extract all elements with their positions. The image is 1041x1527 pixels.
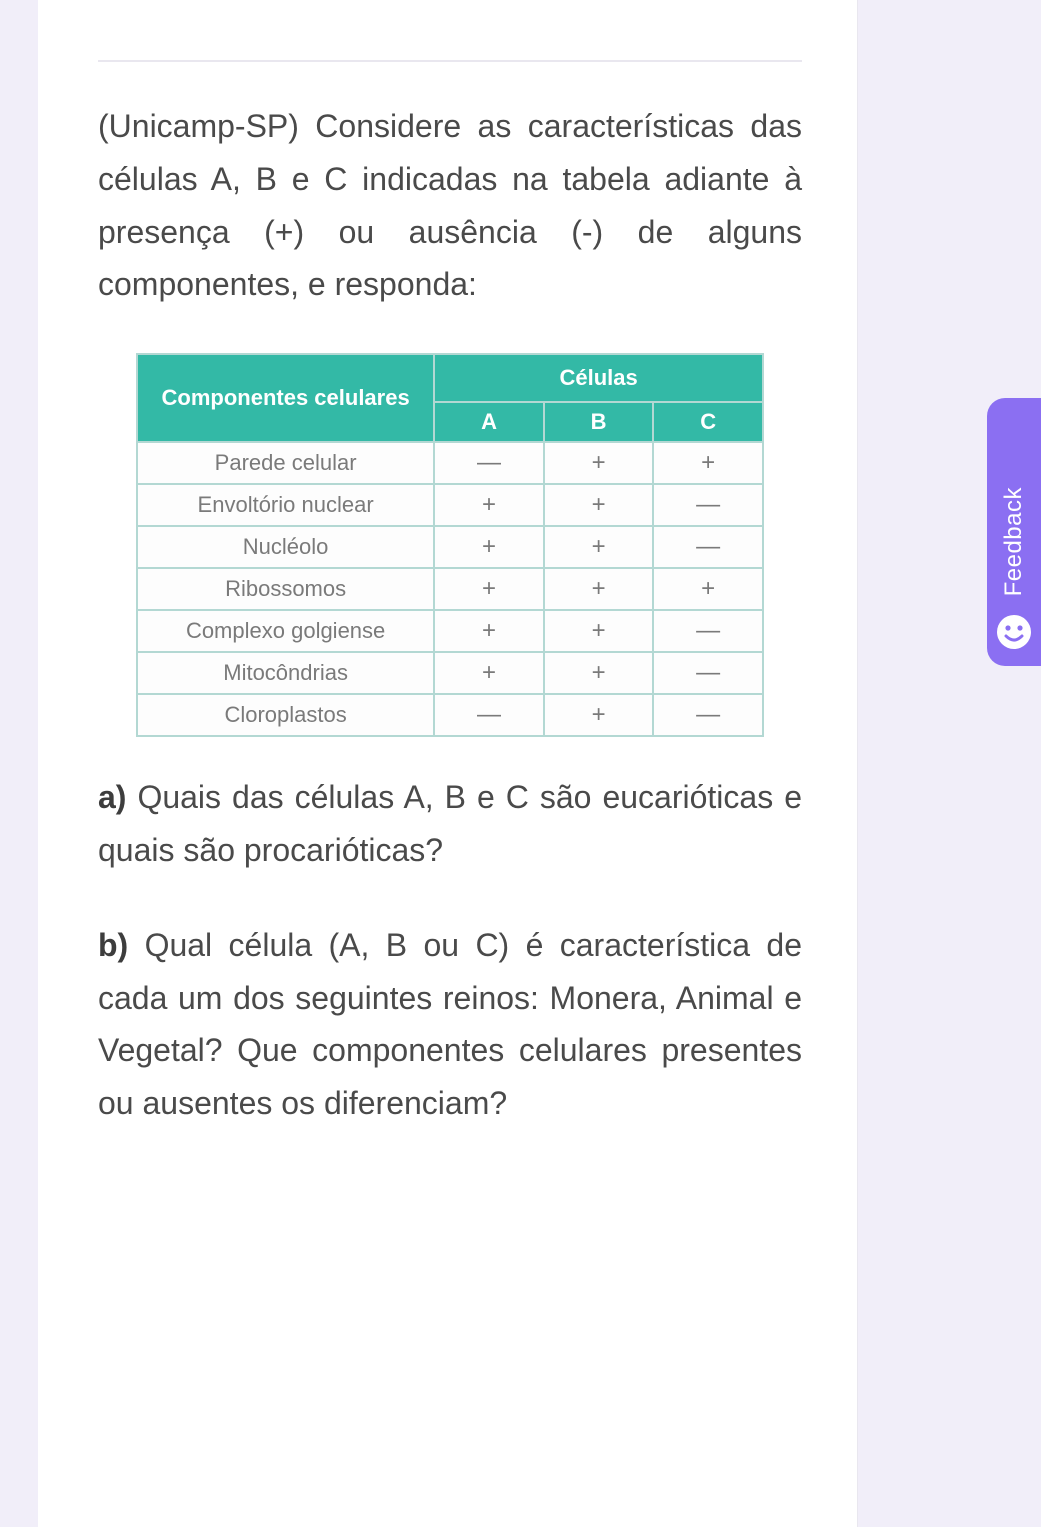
- smiley-icon: [996, 614, 1032, 650]
- row-label: Envoltório nuclear: [137, 484, 434, 526]
- cell: +: [434, 526, 544, 568]
- cell: +: [544, 484, 654, 526]
- table-col-a: A: [434, 402, 544, 442]
- table-col-c: C: [653, 402, 763, 442]
- top-divider: [98, 60, 802, 62]
- cell: —: [434, 694, 544, 736]
- feedback-label: Feedback: [1000, 487, 1028, 596]
- cell: +: [653, 568, 763, 610]
- cell: —: [653, 694, 763, 736]
- table-header-components: Componentes celulares: [137, 354, 434, 442]
- feedback-tab[interactable]: Feedback: [987, 398, 1041, 666]
- row-label: Complexo golgiense: [137, 610, 434, 652]
- cell: —: [653, 526, 763, 568]
- table-row: Envoltório nuclear + + —: [137, 484, 763, 526]
- cell: +: [434, 568, 544, 610]
- table-row: Parede celular — + +: [137, 442, 763, 484]
- question-card: (Unicamp-SP) Considere as característica…: [38, 0, 858, 1527]
- table-row: Complexo golgiense + + —: [137, 610, 763, 652]
- row-label: Ribossomos: [137, 568, 434, 610]
- cell: +: [434, 484, 544, 526]
- table-col-b: B: [544, 402, 654, 442]
- table-row: Cloroplastos — + —: [137, 694, 763, 736]
- cell: —: [653, 484, 763, 526]
- row-label: Nucléolo: [137, 526, 434, 568]
- item-a-text: Quais das células A, B e C são eucarióti…: [98, 779, 802, 868]
- cell: +: [544, 568, 654, 610]
- cell: +: [544, 526, 654, 568]
- cell: +: [544, 694, 654, 736]
- page-root: (Unicamp-SP) Considere as característica…: [0, 0, 1041, 1527]
- item-a: a) Quais das células A, B e C são eucari…: [98, 771, 802, 877]
- cell: +: [653, 442, 763, 484]
- cell: +: [434, 610, 544, 652]
- table-header-celulas: Células: [434, 354, 763, 402]
- cell: —: [653, 652, 763, 694]
- cell: +: [544, 652, 654, 694]
- cell: —: [653, 610, 763, 652]
- item-b: b) Qual célula (A, B ou C) é característ…: [98, 919, 802, 1130]
- table-header-row-1: Componentes celulares Células: [137, 354, 763, 402]
- table-row: Ribossomos + + +: [137, 568, 763, 610]
- table-wrap: Componentes celulares Células A B C Pare…: [98, 353, 802, 737]
- question-intro-text: (Unicamp-SP) Considere as característica…: [98, 100, 802, 311]
- item-b-text: Qual célula (A, B ou C) é característica…: [98, 927, 802, 1121]
- item-a-label: a): [98, 779, 126, 815]
- row-label: Cloroplastos: [137, 694, 434, 736]
- item-b-label: b): [98, 927, 128, 963]
- cell: +: [544, 442, 654, 484]
- row-label: Mitocôndrias: [137, 652, 434, 694]
- cell: +: [434, 652, 544, 694]
- table-row: Nucléolo + + —: [137, 526, 763, 568]
- cell: +: [544, 610, 654, 652]
- row-label: Parede celular: [137, 442, 434, 484]
- table-row: Mitocôndrias + + —: [137, 652, 763, 694]
- cells-table: Componentes celulares Células A B C Pare…: [136, 353, 764, 737]
- cell: —: [434, 442, 544, 484]
